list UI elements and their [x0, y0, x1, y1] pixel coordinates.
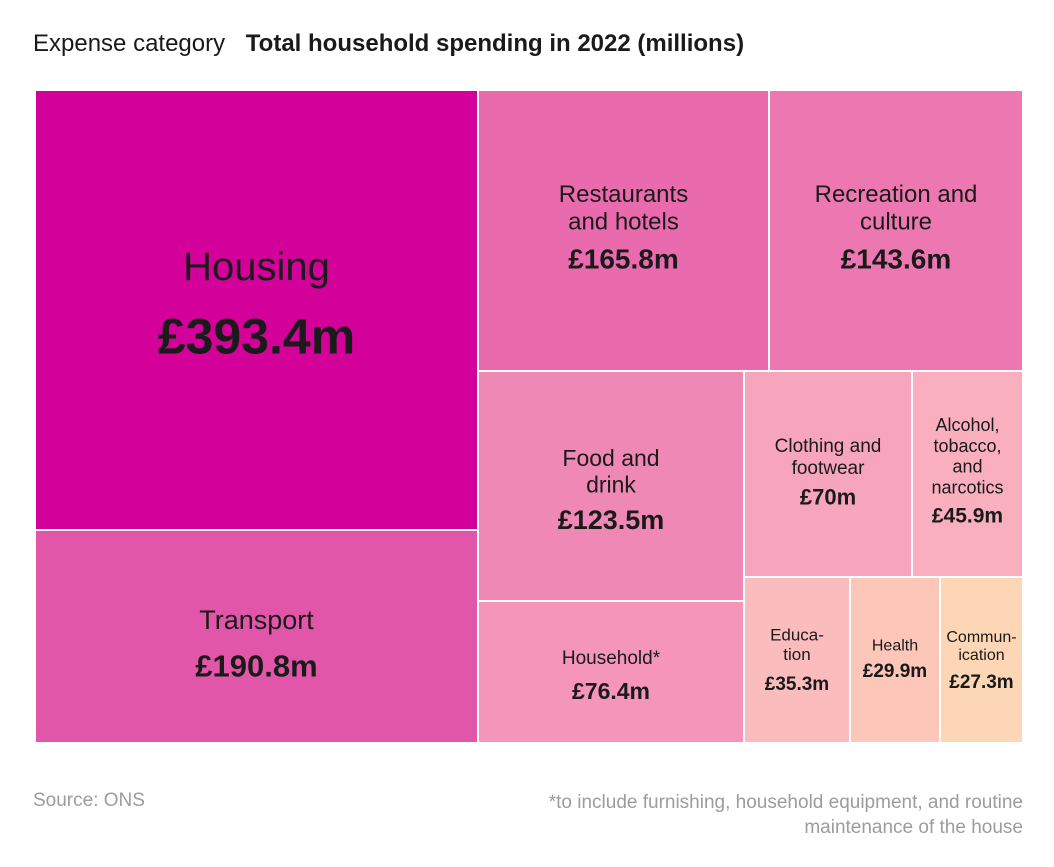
tile-health: Health £29.9m	[851, 578, 939, 742]
tile-rect-communication	[941, 578, 1022, 742]
tile-label-clothing-and-footwear: Clothing and footwear	[775, 436, 882, 479]
tile-education: Educa-tion £35.3m	[745, 578, 849, 742]
tile-label-food-and-drink: Food and drink	[562, 445, 659, 497]
tile-rect-food-and-drink	[479, 372, 743, 600]
tile-rect-transport	[36, 531, 477, 742]
tile-label-transport: Transport	[199, 605, 314, 635]
tile-label-education: Educa-tion	[770, 626, 824, 665]
tile-value-education: £35.3m	[765, 674, 829, 695]
tile-value-clothing-and-footwear: £70m	[800, 485, 856, 510]
tile-household: Household* £76.4m	[479, 602, 743, 742]
tile-rect-recreation-and-culture	[770, 91, 1022, 370]
tile-label-restaurants-and-hotels: Restaurants and hotels	[559, 181, 688, 236]
tile-rect-education	[745, 578, 849, 742]
tile-restaurants-and-hotels: Restaurants and hotels £165.8m	[479, 91, 768, 370]
tile-rect-alcohol-tobacco-and-narcotics	[913, 372, 1022, 576]
tile-value-housing: £393.4m	[158, 308, 355, 364]
source-note: Source: ONS	[33, 790, 145, 811]
tile-label-communication: Commun-ication	[946, 629, 1016, 664]
tile-value-transport: £190.8m	[195, 649, 317, 684]
tile-rect-health	[851, 578, 939, 742]
tile-value-household: £76.4m	[572, 678, 650, 704]
tile-clothing-and-footwear: Clothing and footwear £70m	[745, 372, 911, 576]
tile-value-alcohol-tobacco-and-narcotics: £45.9m	[932, 505, 1003, 528]
chart-header: Expense category Total household spendin…	[33, 30, 744, 58]
tile-recreation-and-culture: Recreation and culture £143.6m	[770, 91, 1022, 370]
tile-alcohol-tobacco-and-narcotics: Alcohol, tobacco, and narcotics £45.9m	[913, 372, 1022, 576]
tile-label-recreation-and-culture: Recreation and culture	[815, 181, 978, 236]
tile-value-restaurants-and-hotels: £165.8m	[568, 243, 679, 274]
chart-title: Total household spending in 2022 (millio…	[245, 30, 745, 57]
footnote: *to include furnishing, household equipm…	[548, 792, 1023, 838]
tile-rect-restaurants-and-hotels	[479, 91, 768, 370]
tile-label-health: Health	[872, 638, 918, 655]
tile-label-household: Household*	[562, 648, 661, 669]
tile-rect-clothing-and-footwear	[745, 372, 911, 576]
tile-transport: Transport £190.8m	[36, 531, 477, 742]
tile-value-food-and-drink: £123.5m	[558, 505, 665, 535]
tile-label-alcohol-tobacco-and-narcotics: Alcohol, tobacco, and narcotics	[931, 415, 1003, 497]
tile-label-housing: Housing	[183, 245, 330, 289]
tile-communication: Commun-ication £27.3m	[941, 578, 1022, 742]
tile-housing: Housing £393.4m	[36, 91, 477, 529]
tile-value-recreation-and-culture: £143.6m	[841, 243, 952, 274]
tile-rect-housing	[36, 91, 477, 529]
tile-value-communication: £27.3m	[949, 672, 1013, 693]
tile-food-and-drink: Food and drink £123.5m	[479, 372, 743, 600]
tile-rect-household	[479, 602, 743, 742]
tile-value-health: £29.9m	[863, 661, 927, 682]
legend-label: Expense category	[33, 30, 226, 57]
